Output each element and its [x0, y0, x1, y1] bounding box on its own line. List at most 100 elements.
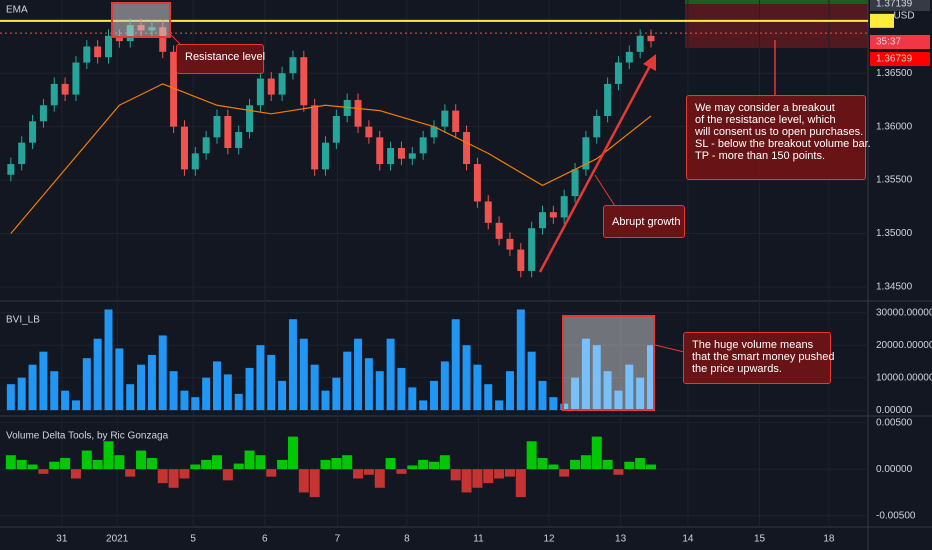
volume-bar	[592, 345, 601, 411]
candle-body	[278, 73, 286, 95]
volume-bar	[288, 319, 297, 411]
volume-bar	[82, 358, 91, 411]
candle-body	[191, 153, 199, 170]
delta-bar	[602, 459, 613, 470]
delta-bar	[407, 465, 418, 470]
delta-bar	[157, 469, 168, 484]
candle-body	[29, 121, 37, 143]
volume-bar	[202, 377, 211, 411]
ema-line	[10, 83, 652, 234]
candle-body	[571, 169, 579, 197]
candle-body	[408, 153, 416, 159]
volume-bar	[267, 354, 276, 411]
delta-bar	[591, 436, 602, 470]
delta-bar	[179, 469, 190, 479]
volume-bar	[451, 319, 460, 411]
candle-body	[636, 35, 644, 52]
delta-bar	[212, 455, 222, 470]
volume-bar	[408, 387, 417, 411]
volume-bar	[430, 380, 438, 411]
target-top	[685, 0, 868, 4]
pointer	[654, 344, 685, 353]
delta-bar	[537, 458, 548, 470]
volume-bar	[180, 390, 189, 411]
y-tick-label: 1.35000	[876, 228, 913, 239]
note-line: the price upwards.	[692, 363, 782, 375]
candle-body	[115, 35, 123, 42]
y-tick-label: 1.36000	[876, 121, 913, 132]
candle-body	[267, 78, 275, 95]
delta-bar	[450, 469, 461, 481]
volume-bar	[245, 367, 254, 411]
candle-body	[549, 212, 557, 218]
arrow-head	[643, 54, 656, 71]
target-zone	[685, 4, 868, 48]
delta-bar	[504, 469, 515, 477]
x-tick-label: 11	[473, 534, 484, 545]
annotation: Resistance level	[176, 44, 265, 74]
volume-bar	[213, 361, 221, 411]
volume-bar	[527, 351, 536, 411]
y-tick-label: 10000.00000	[876, 372, 932, 383]
volume-bar	[332, 377, 341, 411]
note-line: of the resistance level, which	[695, 114, 836, 126]
delta-bar	[5, 455, 16, 470]
delta-bar	[635, 458, 646, 470]
candle-body	[593, 115, 601, 138]
x-tick-label: 31	[56, 534, 68, 545]
pointer	[594, 174, 616, 207]
price-label-bg	[870, 35, 930, 49]
candle-body	[18, 142, 26, 165]
price-label-bg	[870, 0, 930, 11]
candle-body	[235, 131, 243, 149]
candle-body	[213, 115, 221, 138]
delta-bar	[515, 469, 526, 498]
candle-body	[614, 62, 622, 84]
delta-bar	[287, 436, 298, 470]
delta-bar	[580, 455, 591, 470]
volume-bar	[191, 397, 200, 411]
x-tick-label: 8	[404, 534, 410, 545]
note-line: that the smart money pushed	[692, 351, 835, 363]
delta-bar	[613, 469, 624, 475]
candle-body	[387, 148, 395, 165]
volume-bar	[17, 377, 26, 411]
candle-body	[39, 105, 47, 122]
y-tick-label: -0.00500	[876, 510, 916, 521]
candle-body	[311, 105, 319, 170]
delta-bar	[190, 464, 201, 470]
volume-bar	[158, 335, 167, 411]
volume-bar	[169, 371, 178, 411]
volume-bar	[375, 371, 384, 411]
candle-body	[452, 110, 460, 132]
volume-bar	[505, 371, 514, 411]
volume-bar	[397, 367, 406, 411]
delta-bar	[646, 464, 656, 470]
candle-body	[105, 35, 112, 58]
y-tick-label: 1.34500	[876, 282, 913, 293]
candle-body	[604, 83, 612, 116]
candle-body	[202, 137, 210, 154]
x-tick-label: 13	[615, 534, 627, 545]
delta-bar	[570, 459, 581, 470]
candle-body	[332, 115, 340, 143]
note: We may consider a breakout of the resista…	[686, 95, 871, 180]
volume-bar	[354, 338, 363, 411]
volume-bar	[495, 400, 504, 411]
volume-bar	[299, 338, 308, 411]
candle-body	[463, 131, 471, 165]
delta-bar	[277, 459, 288, 470]
x-tick-label: 18	[823, 534, 835, 545]
volume-bar	[386, 338, 395, 411]
volume-bar	[147, 354, 156, 411]
delta-bar	[92, 459, 103, 470]
volume-bar	[50, 371, 59, 411]
x-tick-label: 14	[682, 534, 694, 545]
pane-title: BVI_LB	[6, 315, 40, 326]
x-tick-label: 7	[335, 534, 341, 545]
delta-bar	[201, 459, 212, 470]
volume-bar	[256, 345, 265, 411]
candle-body	[441, 110, 449, 127]
